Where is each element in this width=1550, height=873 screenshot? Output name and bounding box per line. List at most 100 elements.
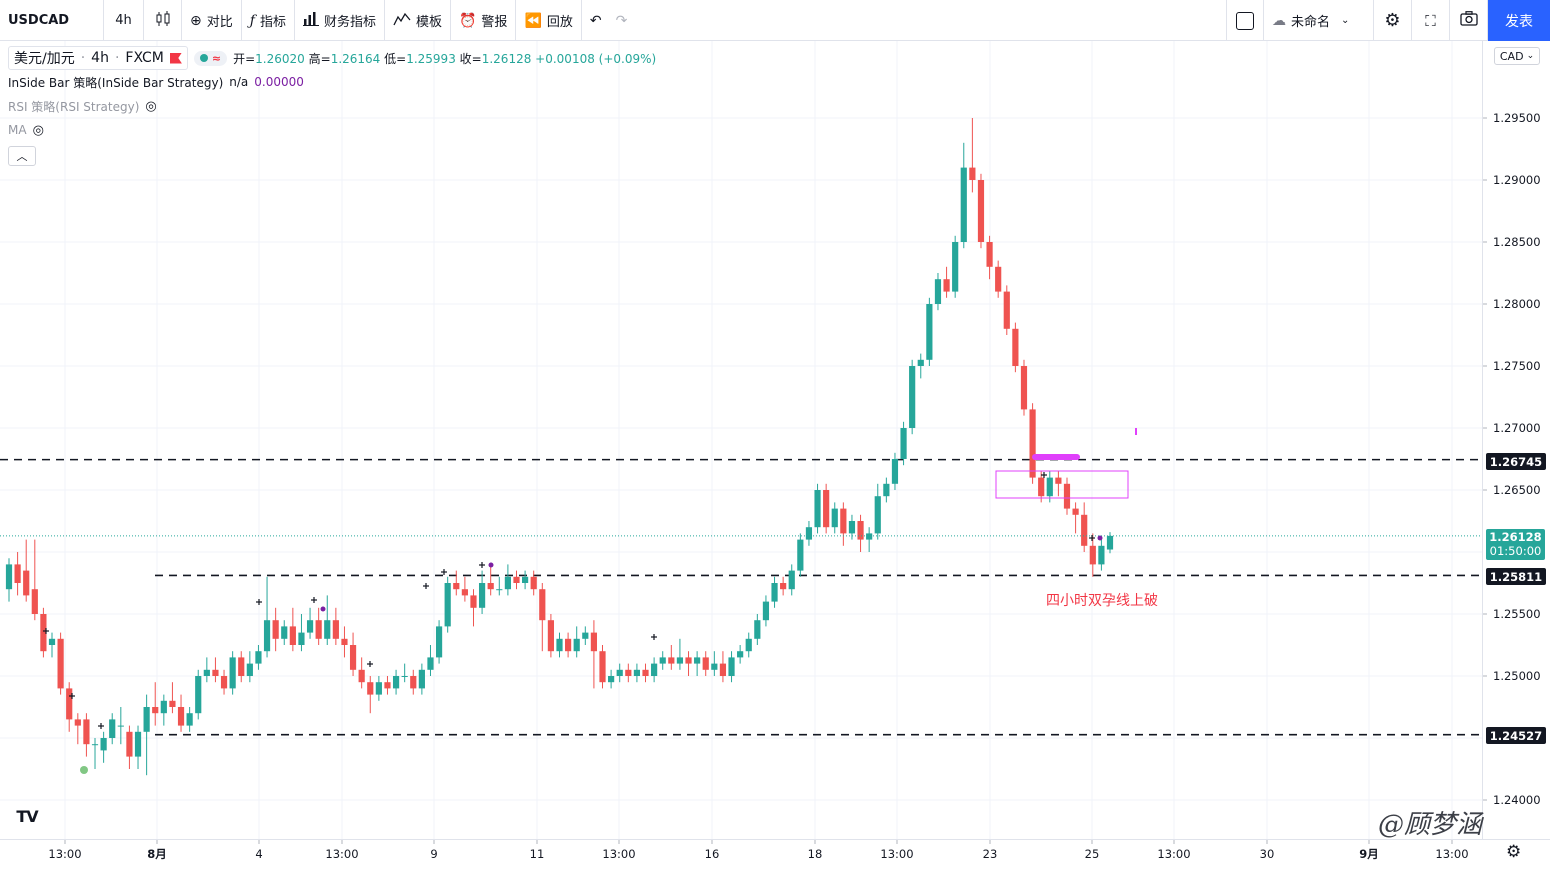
candle-body [57, 638, 64, 689]
top-toolbar: USDCAD 4h ⊕ 对比 ƒ 指标 财务指标 模板 ⏰ 警报 ⏪ 回放 ↶ … [0, 0, 1550, 41]
time-tick-label: 4 [255, 847, 262, 861]
candle-body [203, 669, 210, 676]
candle-body [883, 483, 890, 497]
layout-name-button[interactable]: ☁ 未命名 ⌄ [1264, 0, 1374, 41]
time-tick-label: 23 [983, 847, 998, 861]
alarm-clock-icon: ⏰ [458, 12, 477, 29]
chart-annotation-text[interactable]: 四小时双孕线上破 [1046, 593, 1158, 609]
time-tick-label: 13:00 [325, 847, 358, 861]
publish-button[interactable]: 发表 [1488, 0, 1550, 41]
candle-body [281, 626, 288, 639]
chart-settings-icon[interactable]: ⚙ [1506, 842, 1522, 862]
candle-body [1063, 483, 1071, 509]
time-tick-label: 11 [530, 847, 545, 861]
collapse-legend-button[interactable]: ︿ [8, 146, 36, 166]
breakout-marker [1032, 454, 1080, 460]
exchange-name: FXCM [125, 50, 164, 66]
candle-body [694, 657, 701, 664]
financials-label: 财务指标 [323, 15, 376, 30]
level-label-2: 1.25811 [1486, 568, 1546, 585]
candle-body [418, 669, 425, 689]
candle-body [177, 707, 185, 726]
currency-select[interactable]: CAD ⌄ [1494, 47, 1540, 65]
price-tick-label: 1.28000 [1493, 297, 1541, 311]
replay-button[interactable]: ⏪ 回放 [516, 0, 582, 41]
candle-body [780, 583, 787, 590]
study-1-value: 0.00000 [254, 75, 304, 89]
study-row-2[interactable]: RSI 策略(RSI Strategy) ◎ [8, 94, 656, 118]
multi-layout-button[interactable] [1226, 0, 1264, 41]
study-row-3[interactable]: MA ◎ [8, 118, 656, 142]
plus-circle-icon: ⊕ [190, 12, 202, 29]
candle-body [324, 620, 331, 639]
bar-countdown: 01:50:00 [1489, 544, 1542, 558]
time-axis-ticks: 13:00 8月 4 13:00 9 11 13:00 16 18 13:00 23 25 13:00 3… [48, 840, 1469, 861]
candle-body [625, 669, 632, 676]
time-axis[interactable]: 13:00 8月 4 13:00 9 11 13:00 16 18 13:00 23 25 13:00 3… [0, 839, 1550, 873]
study-row-1[interactable]: InSide Bar 策略(InSide Bar Strategy) n/a 0… [8, 70, 656, 94]
purple-dot-marker [320, 606, 326, 612]
candle-body [1029, 409, 1036, 478]
time-tick-label: 13:00 [1157, 847, 1190, 861]
flag-icon[interactable] [169, 52, 182, 64]
undo-icon[interactable]: ↶ [589, 12, 602, 29]
candle-body [48, 638, 56, 645]
interval-button[interactable]: 4h [104, 0, 144, 41]
candle-body [315, 620, 322, 639]
price-axis-ticks: 1.29500 1.29000 1.28500 1.28000 1.27500 1.270… [1483, 111, 1541, 807]
eye-crossed-icon[interactable]: ◎ [32, 122, 44, 138]
templates-button[interactable]: 模板 [385, 0, 451, 41]
symbol-search[interactable]: USDCAD [0, 0, 104, 41]
alert-button[interactable]: ⏰ 警报 [451, 0, 517, 41]
chart-type-button[interactable] [144, 0, 182, 41]
candle-body [651, 663, 658, 676]
publish-label: 发表 [1505, 13, 1533, 30]
chart-pane[interactable] [0, 41, 1482, 839]
candle-body [1072, 508, 1079, 515]
financials-button[interactable]: 财务指标 [295, 0, 385, 41]
fx-icon: ƒ [249, 12, 255, 29]
chevron-up-icon: ︿ [16, 150, 28, 163]
level-label-3: 1.24527 [1486, 727, 1546, 744]
candle-body [556, 638, 563, 652]
candle-body [1020, 366, 1028, 410]
candle-body [633, 669, 641, 676]
fullscreen-button[interactable]: ⛶ [1412, 0, 1450, 41]
symbol-name: 美元/加元 [14, 51, 75, 67]
market-status-pill[interactable]: ≈ [193, 50, 228, 66]
candle-body [685, 657, 692, 664]
candle-body [246, 663, 253, 676]
candle-body [754, 620, 761, 639]
candle-body [349, 645, 357, 670]
candle-body [238, 657, 245, 676]
eye-crossed-icon[interactable]: ◎ [145, 98, 157, 114]
candle-body [900, 428, 907, 459]
candle-body [599, 651, 606, 683]
tradingview-logo[interactable]: TV [16, 806, 38, 826]
candle-body [1055, 477, 1062, 484]
candle-body [126, 731, 133, 757]
snapshot-button[interactable] [1450, 0, 1488, 41]
price-tick-label: 1.29500 [1493, 111, 1541, 125]
candle-body [444, 583, 451, 627]
change-value: +0.00108 (+0.09%) [535, 51, 657, 66]
candle-body [823, 490, 830, 528]
candle-body [31, 589, 38, 614]
candle-body [272, 620, 279, 639]
symbol-title[interactable]: 美元/加元 · 4h · FXCM [8, 46, 188, 70]
candle-body [943, 279, 950, 292]
compare-button[interactable]: ⊕ 对比 [182, 0, 242, 41]
time-tick-label: 30 [1260, 847, 1275, 861]
interval-label: 4h [115, 13, 132, 28]
candle-body [1012, 328, 1019, 366]
chart-legend: 美元/加元 · 4h · FXCM ≈ 开=1.26020 高=1.26164 … [8, 46, 656, 166]
candle-body [332, 620, 339, 639]
candle-body [573, 638, 580, 652]
price-chart[interactable] [0, 41, 1482, 839]
candle-body [306, 620, 314, 633]
price-axis[interactable]: 1.29500 1.29000 1.28500 1.28000 1.27500 1.270… [1482, 41, 1550, 839]
redo-icon[interactable]: ↷ [615, 12, 628, 29]
candle-body [117, 725, 124, 727]
indicators-button[interactable]: ƒ 指标 [242, 0, 295, 41]
settings-button[interactable]: ⚙ [1374, 0, 1412, 41]
